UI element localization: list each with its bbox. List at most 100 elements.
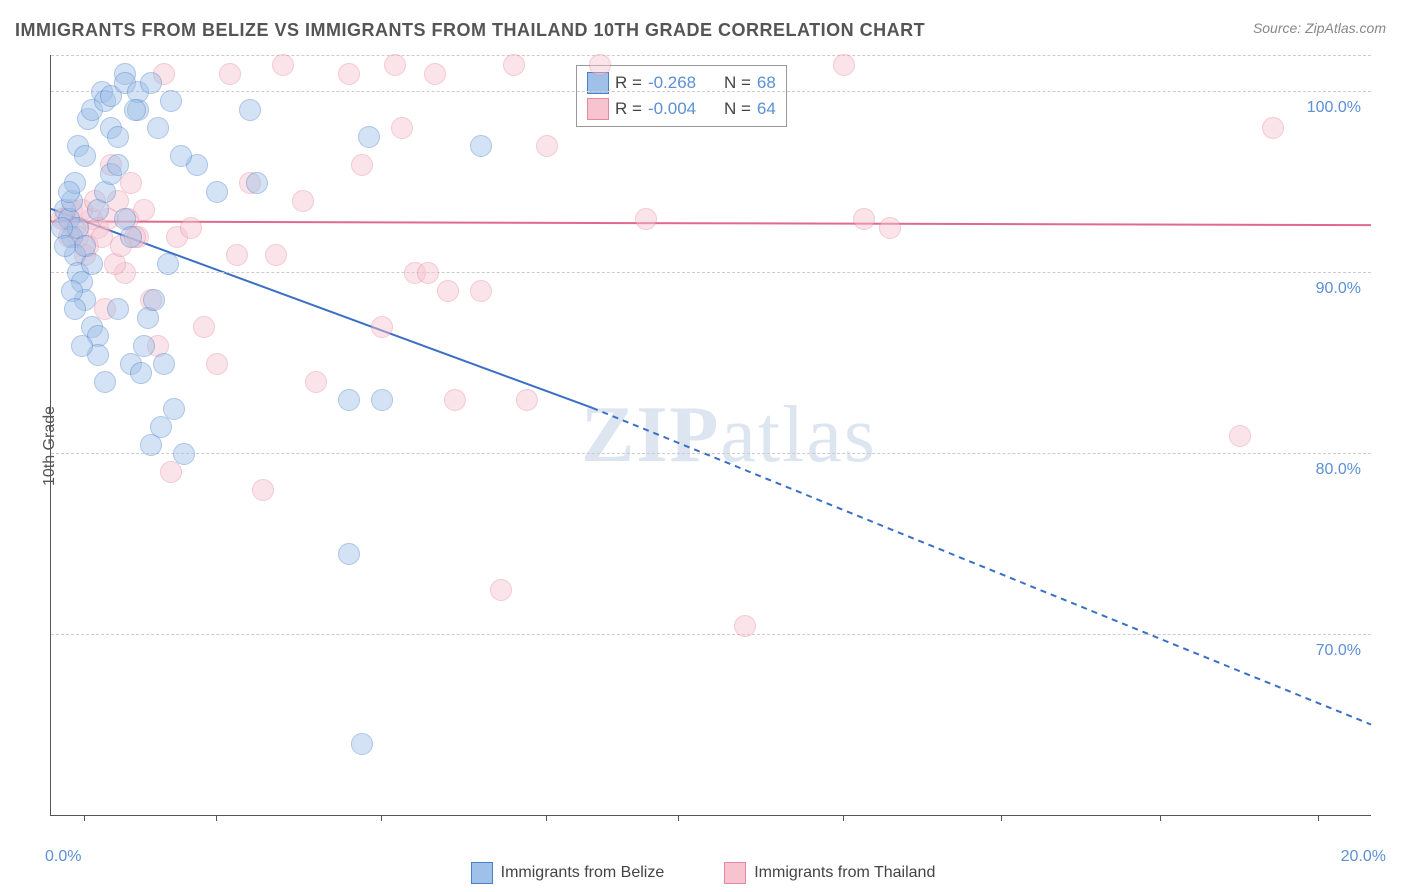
data-point — [338, 63, 360, 85]
data-point — [219, 63, 241, 85]
stat-n-label: N = — [724, 99, 751, 119]
legend-swatch — [471, 862, 493, 884]
data-point — [153, 353, 175, 375]
data-point — [635, 208, 657, 230]
x-tick-mark — [843, 815, 844, 821]
data-point — [150, 416, 172, 438]
stat-n-label: N = — [724, 73, 751, 93]
data-point — [265, 244, 287, 266]
data-point — [120, 172, 142, 194]
data-point — [305, 371, 327, 393]
data-point — [143, 289, 165, 311]
x-tick-mark — [216, 815, 217, 821]
x-tick-start: 0.0% — [45, 848, 81, 866]
data-point — [417, 262, 439, 284]
data-point — [536, 135, 558, 157]
correlation-stats-box: R =-0.268N =68R =-0.004N =64 — [576, 65, 787, 127]
data-point — [173, 443, 195, 465]
data-point — [833, 54, 855, 76]
data-point — [371, 389, 393, 411]
data-point — [516, 389, 538, 411]
data-point — [130, 362, 152, 384]
data-point — [490, 579, 512, 601]
data-point — [1262, 117, 1284, 139]
data-point — [358, 126, 380, 148]
data-point — [444, 389, 466, 411]
data-point — [437, 280, 459, 302]
data-point — [160, 90, 182, 112]
x-tick-mark — [84, 815, 85, 821]
data-point — [384, 54, 406, 76]
data-point — [170, 145, 192, 167]
x-tick-mark — [381, 815, 382, 821]
stat-r-label: R = — [615, 73, 642, 93]
x-tick-mark — [1001, 815, 1002, 821]
data-point — [160, 461, 182, 483]
data-point — [351, 733, 373, 755]
data-point — [206, 353, 228, 375]
data-point — [338, 543, 360, 565]
data-point — [292, 190, 314, 212]
data-point — [246, 172, 268, 194]
data-point — [120, 226, 142, 248]
grid-line — [51, 55, 1371, 56]
data-point — [470, 280, 492, 302]
y-tick-label: 100.0% — [1307, 99, 1361, 117]
data-point — [252, 479, 274, 501]
data-point — [107, 298, 129, 320]
chart-container: IMMIGRANTS FROM BELIZE VS IMMIGRANTS FRO… — [0, 0, 1406, 892]
data-point — [133, 335, 155, 357]
x-tick-mark — [546, 815, 547, 821]
data-point — [124, 99, 146, 121]
grid-line — [51, 453, 1371, 454]
source-label: Source: ZipAtlas.com — [1253, 20, 1386, 36]
stat-row: R = -0.004 N = 64 — [587, 96, 776, 122]
x-tick-mark — [1318, 815, 1319, 821]
stat-r-value: -0.004 — [648, 99, 718, 119]
data-point — [107, 154, 129, 176]
data-point — [64, 298, 86, 320]
data-point — [226, 244, 248, 266]
legend-item: Immigrants from Thailand — [724, 862, 935, 884]
stat-n-value: 64 — [757, 99, 776, 119]
chart-title: IMMIGRANTS FROM BELIZE VS IMMIGRANTS FRO… — [15, 20, 925, 41]
legend-bottom: Immigrants from Belize Immigrants from Th… — [0, 862, 1406, 884]
data-point — [54, 235, 76, 257]
stat-r-value: -0.268 — [648, 73, 718, 93]
data-point — [239, 99, 261, 121]
data-point — [147, 117, 169, 139]
data-point — [206, 181, 228, 203]
x-tick-mark — [678, 815, 679, 821]
data-point — [58, 181, 80, 203]
x-tick-end: 20.0% — [1341, 848, 1386, 866]
data-point — [589, 54, 611, 76]
data-point — [193, 316, 215, 338]
data-point — [1229, 425, 1251, 447]
data-point — [140, 72, 162, 94]
data-point — [180, 217, 202, 239]
data-point — [94, 371, 116, 393]
data-point — [272, 54, 294, 76]
grid-line — [51, 91, 1371, 92]
data-point — [351, 154, 373, 176]
data-point — [470, 135, 492, 157]
data-point — [338, 389, 360, 411]
data-point — [879, 217, 901, 239]
legend-label: Immigrants from Belize — [501, 864, 665, 882]
trend-line — [592, 408, 1371, 725]
trend-lines — [51, 55, 1371, 815]
grid-line — [51, 272, 1371, 273]
data-point — [853, 208, 875, 230]
data-point — [157, 253, 179, 275]
trend-line — [51, 221, 1371, 225]
plot-area: ZIPatlas R =-0.268N =68R =-0.004N =64 70… — [50, 55, 1371, 816]
stat-r-label: R = — [615, 99, 642, 119]
data-point — [371, 316, 393, 338]
stat-swatch — [587, 98, 609, 120]
data-point — [503, 54, 525, 76]
legend-item: Immigrants from Belize — [471, 862, 665, 884]
legend-label: Immigrants from Thailand — [754, 864, 935, 882]
data-point — [391, 117, 413, 139]
data-point — [734, 615, 756, 637]
data-point — [424, 63, 446, 85]
